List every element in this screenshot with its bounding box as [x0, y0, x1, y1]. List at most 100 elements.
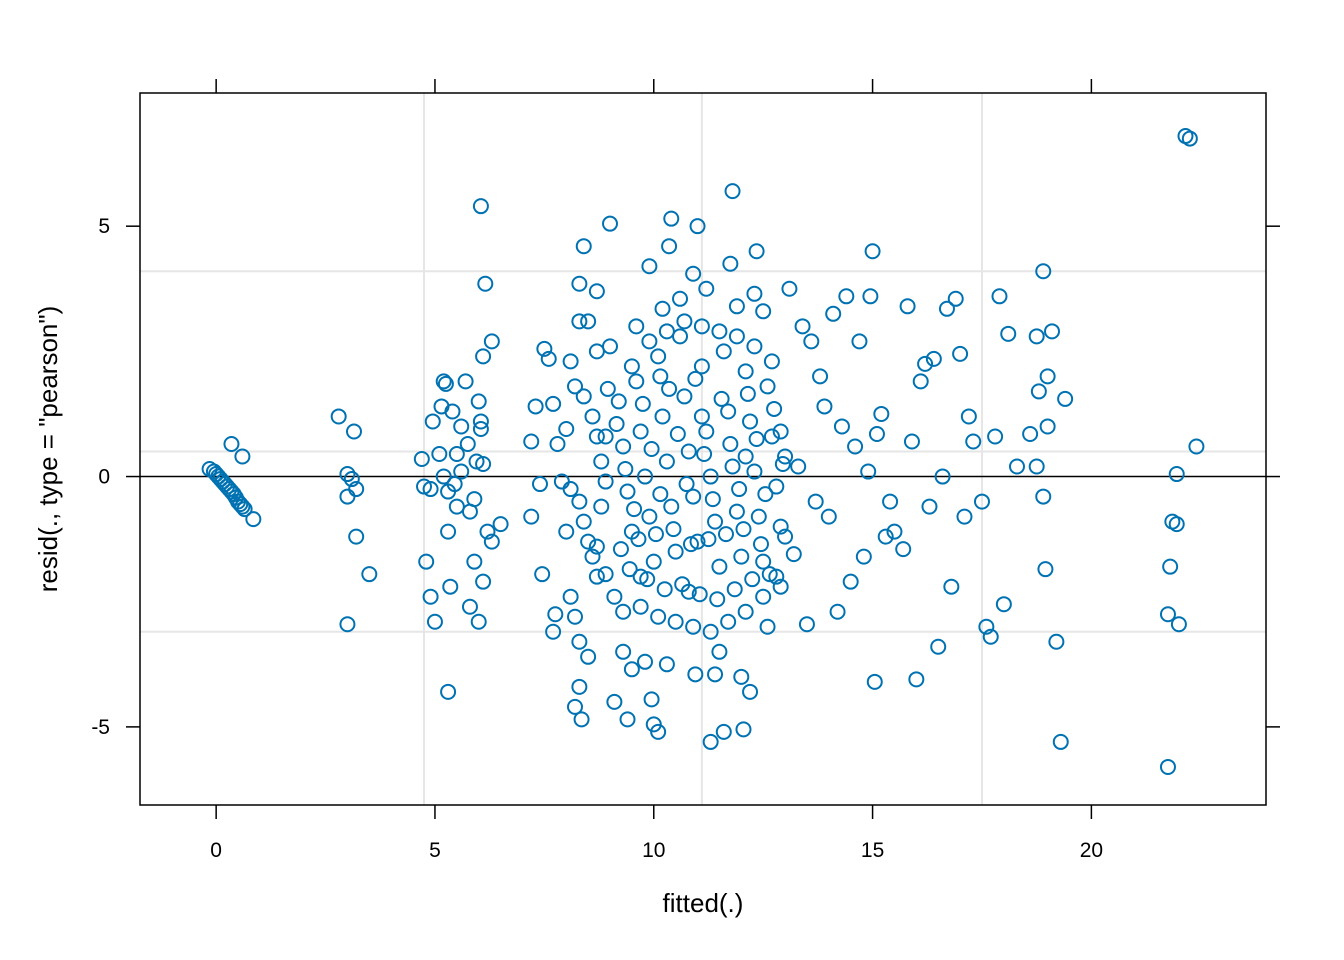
x-tick-label: 5 [429, 839, 441, 862]
data-point [566, 378, 583, 395]
data-point [575, 238, 592, 255]
data-point [234, 498, 251, 515]
data-point [731, 481, 748, 498]
data-point [562, 353, 579, 370]
grid-lines [140, 93, 1266, 805]
data-point [435, 373, 452, 390]
data-point [960, 408, 977, 425]
data-point [597, 566, 614, 583]
data-point [615, 643, 632, 660]
data-point [597, 473, 614, 490]
data-point [440, 483, 457, 500]
data-point [483, 533, 500, 550]
data-point [1035, 488, 1052, 505]
data-point [746, 463, 763, 480]
plot-frame [139, 92, 1267, 806]
data-point [483, 333, 500, 350]
data-point [540, 350, 557, 367]
data-point [558, 523, 575, 540]
data-point [663, 498, 680, 515]
data-point [448, 498, 465, 515]
data-point [672, 328, 689, 345]
data-point [492, 516, 509, 533]
data-point [339, 616, 356, 633]
data-point [724, 458, 741, 475]
data-point [952, 345, 969, 362]
data-point [724, 183, 741, 200]
data-point [825, 305, 842, 322]
data-point [599, 380, 616, 397]
data-point [886, 523, 903, 540]
data-point [645, 553, 662, 570]
data-point [422, 588, 439, 605]
data-point [772, 518, 789, 535]
data-point [717, 526, 734, 543]
data-point [348, 528, 365, 545]
data-point [245, 511, 262, 528]
data-point [746, 285, 763, 302]
data-point [523, 508, 540, 525]
data-point [536, 340, 553, 357]
data-point [223, 435, 240, 452]
data-point [667, 543, 684, 560]
data-point [711, 558, 728, 575]
data-point [877, 528, 894, 545]
x-axis-title: fitted(.) [663, 888, 744, 918]
data-point [453, 463, 470, 480]
data-point [580, 313, 597, 330]
data-point [713, 390, 730, 407]
data-point [1000, 325, 1017, 342]
data-point [444, 403, 461, 420]
x-axis-ticks: 0 5 10 15 20 [210, 79, 1103, 862]
data-point [584, 548, 601, 565]
data-point [711, 643, 728, 660]
data-point [803, 333, 820, 350]
data-point [588, 343, 605, 360]
data-point [571, 275, 588, 292]
data-point [987, 428, 1004, 445]
data-point [630, 531, 647, 548]
data-point [702, 468, 719, 485]
data-point [650, 608, 667, 625]
data-point [772, 578, 789, 595]
data-point [709, 591, 726, 608]
data-point [777, 528, 794, 545]
data-point [689, 218, 706, 235]
data-point [345, 423, 362, 440]
data-point [978, 618, 995, 635]
data-point [453, 418, 470, 435]
data-point [637, 653, 654, 670]
data-point [812, 368, 829, 385]
data-point [606, 588, 623, 605]
data-point [641, 508, 658, 525]
data-point [545, 623, 562, 640]
data-point [768, 478, 785, 495]
data-point [641, 333, 658, 350]
data-point [755, 588, 772, 605]
data-point [947, 290, 964, 307]
data-point [1159, 758, 1176, 775]
data-point [728, 328, 745, 345]
data-point [588, 538, 605, 555]
data-point [693, 408, 710, 425]
data-point [606, 693, 623, 710]
data-point [632, 598, 649, 615]
data-point [702, 623, 719, 640]
data-point [838, 288, 855, 305]
data-point [851, 333, 868, 350]
data-point [1044, 323, 1061, 340]
data-point [234, 448, 251, 465]
data-point [938, 300, 955, 317]
data-point [696, 446, 713, 463]
data-point [733, 668, 750, 685]
data-point [602, 338, 619, 355]
data-point [772, 423, 789, 440]
data-point [755, 303, 772, 320]
data-point [652, 486, 669, 503]
data-point [558, 420, 575, 437]
data-point [641, 258, 658, 275]
data-point [615, 603, 632, 620]
data-point [864, 243, 881, 260]
data-point [761, 566, 778, 583]
data-point [468, 453, 485, 470]
